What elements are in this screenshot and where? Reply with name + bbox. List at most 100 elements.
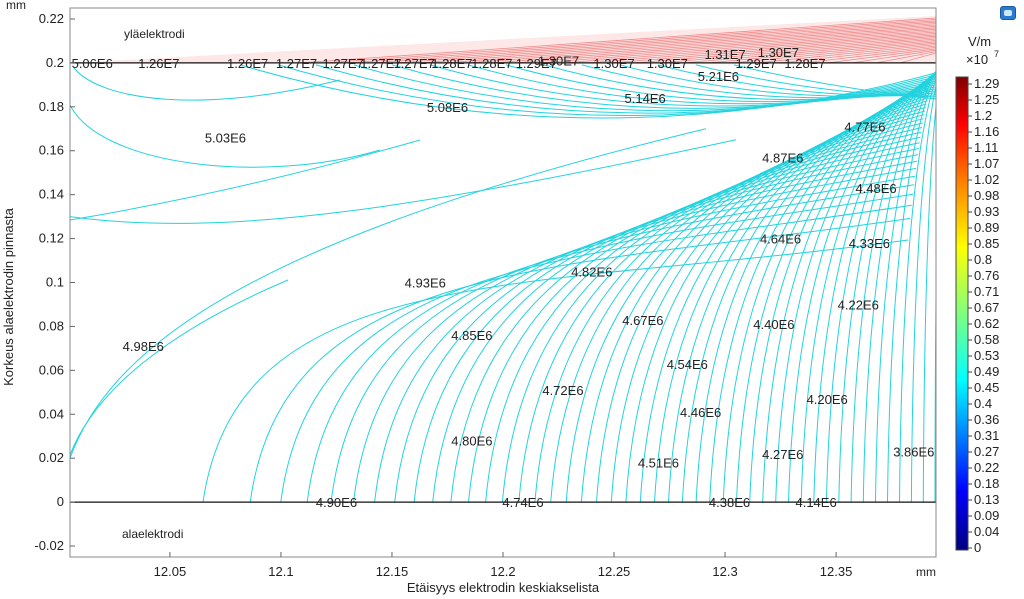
upper-contour-line [587, 34, 936, 64]
contour-line [518, 122, 923, 503]
contour-label: 1.27E7 [323, 56, 364, 71]
colorbar-tick-label: 0.45 [974, 380, 999, 395]
upper-contour-line [731, 42, 936, 64]
contour-line [374, 167, 917, 503]
contour-line [353, 64, 936, 112]
y-tick-label: 0.04 [39, 406, 64, 421]
contour-line [239, 64, 936, 119]
upper-contour-line [779, 45, 936, 64]
contour-label: 1.27E7 [394, 56, 435, 71]
colorbar-tick-label: 1.07 [974, 156, 999, 171]
contour-lines [70, 64, 936, 503]
contour-line [788, 73, 936, 503]
colorbar-tick-label: 0.93 [974, 204, 999, 219]
contour-label: 4.80E6 [451, 434, 492, 449]
contour-label: 4.98E6 [123, 339, 164, 354]
colorbar-unit: V/m [968, 34, 991, 49]
x-tick-label: 12.25 [598, 564, 631, 579]
colorbar-exponent: 7 [994, 49, 999, 59]
upper-electrode-label: yläelektrodi [124, 27, 185, 41]
contour-label: 4.82E6 [571, 265, 612, 280]
contour-label: 4.20E6 [807, 392, 848, 407]
contour-line [722, 81, 933, 503]
contour-label: 4.14E6 [795, 495, 836, 510]
contour-label: 1.30E7 [538, 54, 579, 69]
y-unit-label: mm [6, 0, 26, 12]
x-axis-ticks: 12.05 12.1 12.15 12.2 12.25 12.3 12.35 [154, 552, 853, 579]
contour-label: 5.21E6 [698, 69, 739, 84]
colorbar-tick-label: 1.25 [974, 92, 999, 107]
x-axis-label: Etäisyys elektrodin keskiakselista [407, 580, 600, 595]
upper-contour-line [515, 30, 936, 64]
upper-contour-line [707, 41, 936, 64]
colorbar: V/m ×10 7 1.291.251.21.161.111.071.020.9… [955, 34, 999, 555]
x-tick-label: 12.3 [712, 564, 737, 579]
contour-label: 1.27E7 [360, 56, 401, 71]
colorbar-tick-label: 1.29 [974, 76, 999, 91]
contour-line [485, 131, 922, 503]
contour-label: 3.86E6 [893, 445, 934, 460]
contour-label: 4.67E6 [622, 313, 663, 328]
contour-label: 1.29E7 [516, 56, 557, 71]
contour-line [70, 139, 421, 221]
contour-line [887, 74, 936, 503]
colorbar-tick-label: 0.13 [974, 492, 999, 507]
y-tick-label: 0.06 [39, 362, 64, 377]
contour-label: 4.22E6 [838, 297, 879, 312]
contour-label: 4.72E6 [542, 383, 583, 398]
contour-line [749, 77, 934, 503]
upper-contour-line [371, 21, 936, 64]
contour-label: 1.30E7 [758, 45, 799, 60]
contour-label: 4.74E6 [502, 495, 543, 510]
contour-line [432, 148, 919, 503]
contour-label: 5.08E6 [427, 100, 468, 115]
contour-label: 4.48E6 [855, 181, 896, 196]
upper-field-fill [70, 16, 936, 63]
colorbar-tick-label: 1.16 [974, 124, 999, 139]
contour-line [70, 139, 737, 224]
x-tick-label: 12.15 [376, 564, 409, 579]
contour-line [413, 154, 918, 503]
contour-line [775, 74, 935, 503]
colorbar-tick-label: 0.27 [974, 444, 999, 459]
colorbar-tick-label: 0.85 [974, 236, 999, 251]
contour-label: 4.51E6 [638, 456, 679, 471]
y-tick-label: 0.16 [39, 143, 64, 158]
upper-contour-line [803, 47, 936, 64]
x-tick-label: 12.05 [154, 564, 187, 579]
contour-line [934, 257, 936, 503]
contour-label: 1.30E7 [593, 56, 634, 71]
colorbar-tick-label: 1.02 [974, 172, 999, 187]
contour-label: 5.14E6 [625, 91, 666, 106]
contour-label: 5.03E6 [205, 131, 246, 146]
x-tick-label: 12.2 [490, 564, 515, 579]
colorbar-tick-label: 0.18 [974, 476, 999, 491]
contour-labels: 5.06E6 1.26E7 1.26E7 1.27E7 1.27E71.27E71.27… [72, 45, 935, 510]
upper-contour-line [755, 44, 936, 64]
upper-contour-line [539, 31, 936, 64]
contour-label: 4.46E6 [680, 405, 721, 420]
contour-label: 5.06E6 [72, 56, 113, 71]
upper-contour-line [395, 23, 936, 64]
colorbar-tick-label: 0 [974, 540, 981, 555]
colorbar-tick-label: 1.2 [974, 108, 992, 123]
upper-contour-line [467, 27, 936, 64]
contour-label: 4.93E6 [405, 276, 446, 291]
upper-contour-line [635, 37, 936, 64]
y-tick-label: -0.02 [34, 538, 64, 553]
colorbar-tick-label: 0.89 [974, 220, 999, 235]
contour-label: 1.27E7 [276, 56, 317, 71]
contour-line [249, 217, 911, 503]
upper-contour-line [563, 33, 936, 64]
colorbar-tick-label: 0.4 [974, 396, 992, 411]
lower-electrode-label: alaelektrodi [122, 527, 183, 541]
contour-label: 4.77E6 [844, 120, 885, 135]
y-tick-label: 0.14 [39, 187, 64, 202]
contour-line [394, 160, 918, 503]
x-unit-label: mm [916, 565, 936, 579]
x-tick-label: 12.35 [820, 564, 853, 579]
upper-contour-line [659, 38, 936, 64]
contour-line [70, 128, 707, 459]
contour-line [736, 79, 934, 503]
